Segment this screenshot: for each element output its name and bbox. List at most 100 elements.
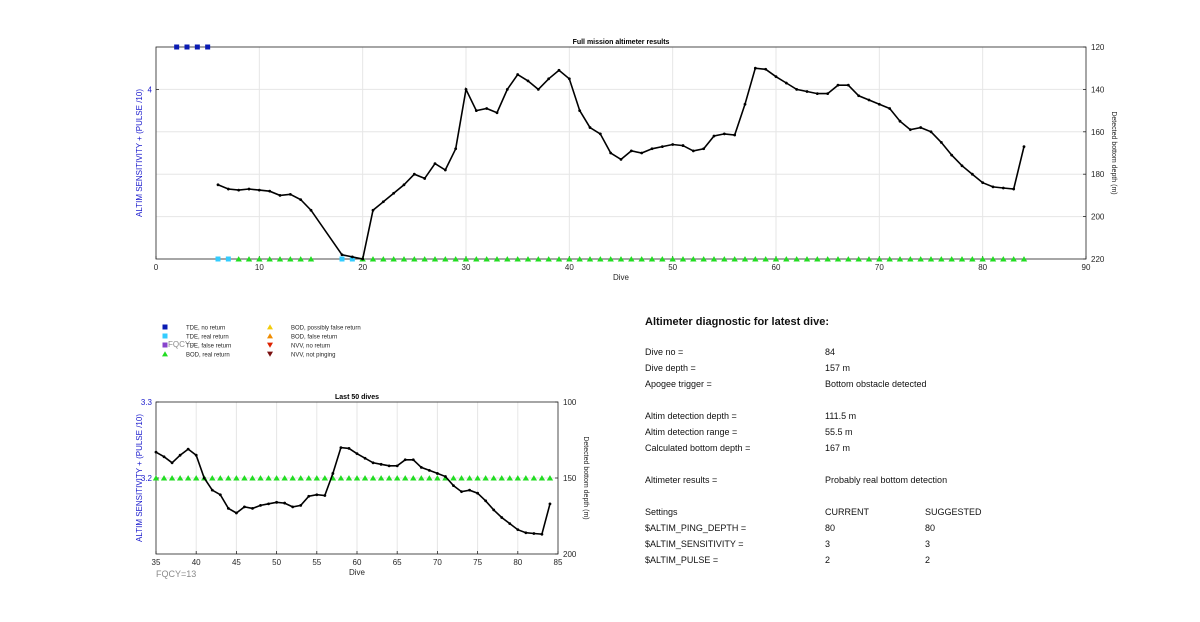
x-tick-label: 70: [433, 558, 442, 567]
marker-triangle: [917, 256, 924, 262]
marker-triangle: [400, 256, 408, 262]
diag-row-bottom-depth: Calculated bottom depth = 167 m: [645, 443, 1165, 455]
depth-series-point: [774, 75, 778, 79]
marker-triangle: [576, 256, 583, 262]
marker-triangle: [418, 475, 425, 481]
depth-series-point: [411, 458, 415, 462]
depth-series-point: [702, 147, 706, 151]
right-y-axis-label: Detected bottom depth (m): [582, 436, 589, 519]
marker-triangle: [281, 475, 288, 481]
x-tick-label: 70: [875, 263, 884, 272]
depth-series-point: [381, 200, 385, 204]
marker-triangle: [506, 475, 513, 481]
x-tick-label: 85: [554, 558, 563, 567]
depth-series-point: [950, 153, 954, 157]
marker-triangle: [586, 256, 594, 262]
marker-triangle: [289, 475, 296, 481]
marker-triangle: [297, 256, 304, 262]
depth-series-point: [186, 447, 190, 451]
depth-series-point: [567, 77, 571, 81]
depth-series-point: [226, 507, 230, 510]
marker-triangle: [546, 475, 554, 481]
x-tick-label: 65: [393, 558, 402, 567]
marker-square: [194, 44, 200, 50]
depth-series-point: [307, 494, 311, 498]
marker-triangle: [865, 256, 873, 262]
depth-series-point: [712, 134, 716, 138]
x-tick-label: 10: [255, 263, 264, 272]
x-tick-label: 60: [772, 263, 781, 272]
depth-series-point: [888, 107, 892, 110]
diag-value: 157 m: [825, 363, 851, 373]
legend-label: BOD, false return: [291, 335, 337, 341]
right-y-tick-label: 200: [563, 550, 577, 559]
settings-header-label: Settings: [645, 507, 678, 517]
depth-series-point: [154, 450, 158, 454]
x-tick-label: 35: [152, 558, 161, 567]
x-tick-label: 30: [462, 263, 471, 272]
depth-series-point: [331, 472, 335, 475]
marker-square: [349, 256, 355, 262]
depth-series-point: [454, 147, 458, 151]
marker-triangle: [690, 256, 697, 262]
settings-header-current: CURRENT: [825, 507, 869, 517]
legend-label: BOD, possibly false return: [291, 326, 361, 332]
setting-current: 80: [825, 523, 836, 533]
marker-triangle: [305, 475, 312, 481]
right-y-tick-label: 120: [1091, 43, 1105, 52]
marker-triangle: [452, 256, 459, 262]
marker-triangle: [772, 256, 780, 262]
left-y-axis-label: ALTIM SENSITIVITY + (PULSE /10): [135, 89, 144, 217]
depth-series-point: [795, 88, 799, 91]
depth-series-point: [516, 73, 520, 76]
marker-triangle: [700, 256, 707, 262]
setting-row-sensitivity: $ALTIM_SENSITIVITY = 3 3: [645, 539, 1165, 551]
marker-triangle: [958, 256, 966, 262]
depth-series-point: [1012, 187, 1016, 191]
diag-value: 84: [825, 347, 836, 357]
x-tick-label: 20: [358, 263, 367, 272]
marker-triangle: [1010, 256, 1017, 262]
legend-label: NVV, no return: [291, 344, 330, 350]
diag-value: 167 m: [825, 443, 851, 453]
diag-row-detection-depth: Altim detection depth = 111.5 m: [645, 411, 1165, 423]
marker-triangle: [257, 475, 264, 481]
marker-triangle: [458, 475, 465, 481]
marker-triangle: [545, 256, 552, 262]
depth-series-point: [299, 503, 303, 507]
marker-triangle: [160, 475, 168, 481]
marker-triangle: [369, 256, 377, 262]
depth-series-point: [516, 528, 520, 532]
marker-triangle: [321, 475, 329, 481]
depth-series-point: [743, 102, 747, 106]
x-tick-label: 50: [272, 558, 281, 567]
depth-series-point: [251, 507, 254, 510]
settings-header-suggested: SUGGESTED: [925, 507, 982, 517]
x-axis-label: Dive: [349, 568, 366, 577]
marker-triangle: [948, 256, 955, 262]
marker-triangle: [421, 256, 428, 262]
depth-series-point: [557, 68, 561, 72]
marker-triangle: [504, 256, 511, 262]
depth-series-point: [671, 143, 675, 146]
marker-triangle: [233, 475, 240, 481]
depth-series-point: [237, 188, 241, 192]
marker-triangle: [752, 256, 759, 262]
marker-square: [215, 256, 221, 262]
depth-series-point: [371, 461, 375, 465]
marker-triangle: [390, 256, 397, 262]
marker-triangle: [659, 256, 666, 262]
marker-triangle: [245, 256, 253, 262]
depth-series-point: [268, 189, 272, 193]
settings-header: Settings CURRENT SUGGESTED: [645, 507, 1165, 519]
marker-triangle: [679, 256, 687, 262]
marker-triangle: [385, 475, 393, 481]
depth-series-point: [350, 255, 354, 259]
depth-series-point: [257, 188, 261, 192]
marker-triangle: [411, 256, 418, 262]
marker-triangle: [266, 256, 273, 262]
depth-series-point: [464, 88, 468, 91]
marker-triangle: [648, 256, 656, 262]
depth-series-point: [908, 128, 912, 132]
setting-current: 3: [825, 539, 831, 549]
